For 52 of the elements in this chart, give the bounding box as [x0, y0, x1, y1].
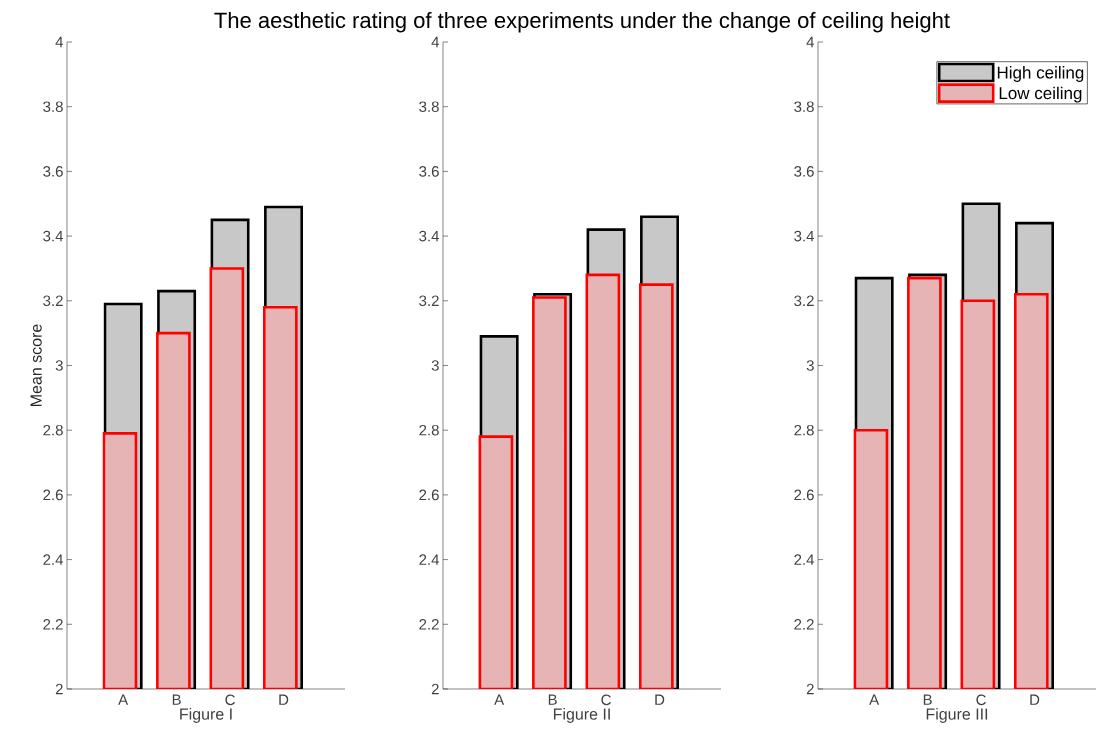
y-tick-label: 3 [431, 360, 439, 371]
x-axis-title: Figure III [926, 708, 988, 723]
y-tick-label: 2 [55, 683, 63, 695]
legend-label: High ceiling [997, 66, 1084, 82]
y-tick-label: 2.6 [794, 489, 814, 501]
y-tick-label: 3.2 [794, 295, 814, 307]
y-tick-label: 4 [806, 36, 815, 48]
x-tick-label: B [923, 694, 932, 705]
x-tick-label: D [279, 694, 289, 705]
y-tick-label: 3.4 [794, 230, 815, 242]
y-tick-label: 2.8 [794, 424, 814, 436]
y-tick-label: 2.6 [419, 489, 439, 501]
y-tick-label: 3.4 [43, 230, 64, 242]
y-tick-label: 3 [806, 360, 814, 371]
y-tick-label: 3.8 [43, 101, 63, 112]
y-tick-label: 3.2 [419, 295, 439, 307]
y-tick-label: 2.2 [794, 619, 814, 630]
y-tick-label: 2.4 [419, 554, 440, 565]
x-tick-label: A [118, 694, 129, 705]
y-tick-label: 2.2 [419, 619, 439, 630]
legend-label: Low ceiling [999, 86, 1082, 103]
y-tick-label: 2.8 [43, 424, 63, 436]
y-tick-label: 3.8 [419, 101, 439, 112]
y-tick-label: 2 [806, 683, 814, 695]
y-tick-label: 2.2 [43, 619, 63, 630]
y-tick-label: 3.6 [43, 166, 63, 177]
y-tick-label: 4 [55, 36, 64, 48]
y-tick-label: 2.8 [419, 424, 439, 436]
y-tick-label: 2.4 [794, 554, 815, 565]
y-tick-label: 3.6 [419, 166, 439, 177]
y-tick-label: 2.4 [43, 554, 64, 565]
y-tick-label: 3.2 [43, 295, 63, 307]
y-tick-label: 2 [431, 683, 439, 695]
y-tick-label: 3 [55, 360, 63, 371]
y-tick-label: 4 [431, 36, 440, 48]
x-axis-title: Figure II [553, 708, 610, 723]
x-tick-label: D [655, 694, 665, 705]
x-tick-label: C [976, 694, 986, 706]
x-tick-label: D [1030, 694, 1040, 705]
y-tick-label: 3.4 [419, 230, 440, 242]
x-tick-label: B [172, 694, 181, 705]
y-tick-label: 2.6 [43, 489, 63, 501]
x-tick-label: A [869, 694, 880, 705]
y-tick-label: 3.8 [794, 101, 814, 112]
y-tick-label: 3.6 [794, 166, 814, 177]
x-tick-label: C [225, 694, 235, 706]
x-tick-label: B [548, 694, 557, 705]
y-axis-title: Mean score [30, 324, 42, 406]
x-tick-label: C [601, 694, 611, 706]
x-axis-title: Figure I [180, 708, 232, 723]
chart-title: The aesthetic rating of three experiments under the change of ceiling height [214, 11, 950, 33]
x-tick-label: A [494, 694, 505, 705]
